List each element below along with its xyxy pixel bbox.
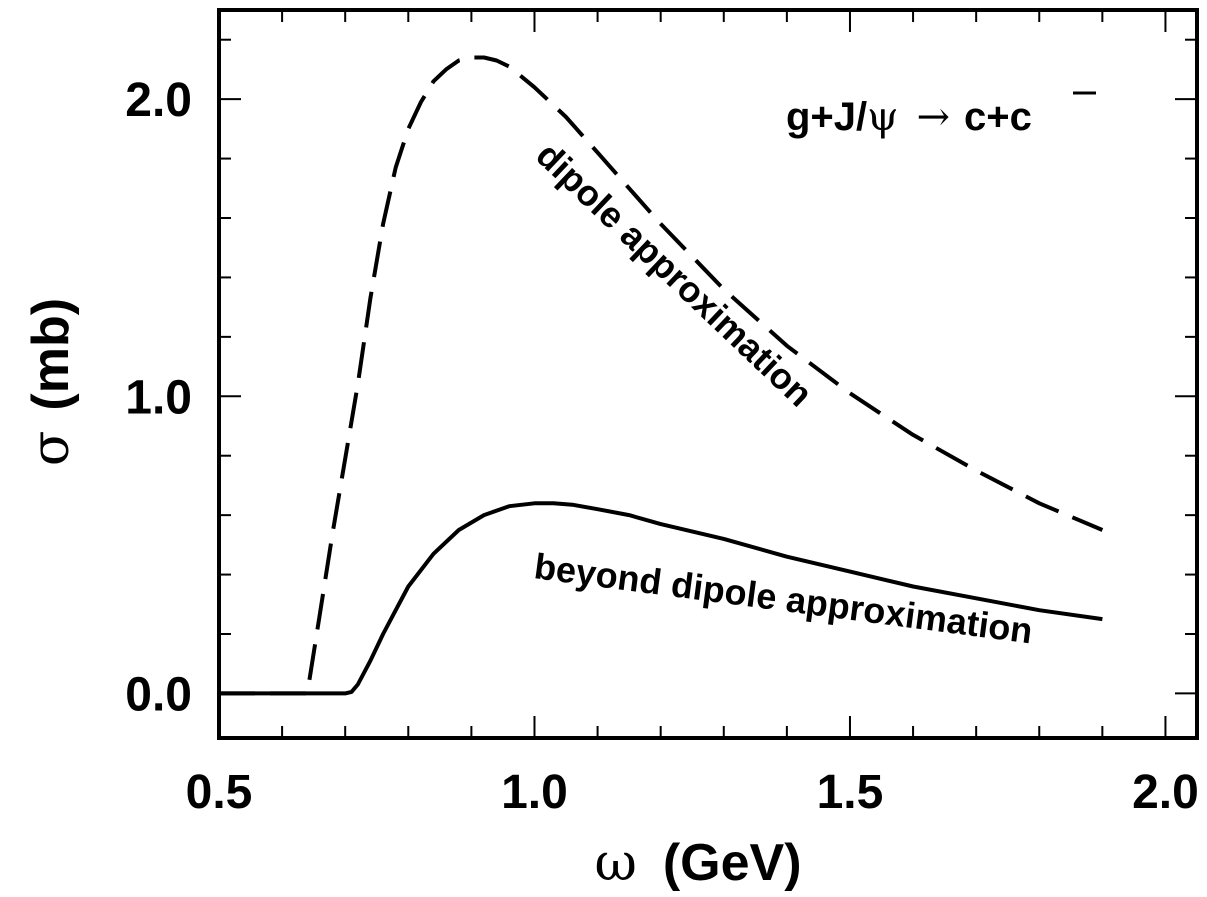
reaction-lhs: g+J/: [786, 95, 867, 139]
x-axis-unit: (GeV): [663, 834, 802, 892]
beyond-dipole-approximation-line: [219, 501, 1103, 696]
reaction-psi: ψ: [867, 94, 898, 140]
beyond-dipole-annotation: beyond dipole approximation: [532, 545, 1035, 651]
x-tick-label: 2.0: [1132, 766, 1199, 819]
series-lines: [219, 55, 1104, 696]
y-tick-label: 2.0: [125, 74, 192, 127]
y-tick-label: 0.0: [125, 668, 192, 721]
reaction-arrow: →: [917, 94, 951, 140]
axis-ticks: [218, 10, 1197, 738]
dipole-annotation: dipole approximation: [528, 134, 820, 414]
dipole-approximation-line: [219, 55, 1104, 696]
x-axis-title: ω (GeV): [594, 833, 801, 893]
x-axis-symbol: ω: [594, 833, 636, 893]
y-tick-label: 1.0: [125, 371, 192, 424]
y-tick-labels: 0.0 1.0 2.0: [125, 74, 192, 721]
x-tick-labels: 0.5 1.0 1.5 2.0: [186, 766, 1199, 819]
reaction-cbar: c: [1010, 95, 1032, 139]
x-tick-label: 1.0: [501, 766, 568, 819]
reaction-label: g+J/ψ → c+c: [786, 94, 1032, 140]
x-tick-label: 1.5: [817, 766, 884, 819]
reaction-rhs: c+: [964, 95, 1010, 139]
y-axis-title: σ (mb): [21, 298, 81, 466]
plot-frame: [217, 8, 1199, 740]
y-axis-symbol: σ: [21, 431, 81, 467]
x-tick-label: 0.5: [186, 766, 253, 819]
y-axis-unit: (mb): [22, 298, 80, 411]
